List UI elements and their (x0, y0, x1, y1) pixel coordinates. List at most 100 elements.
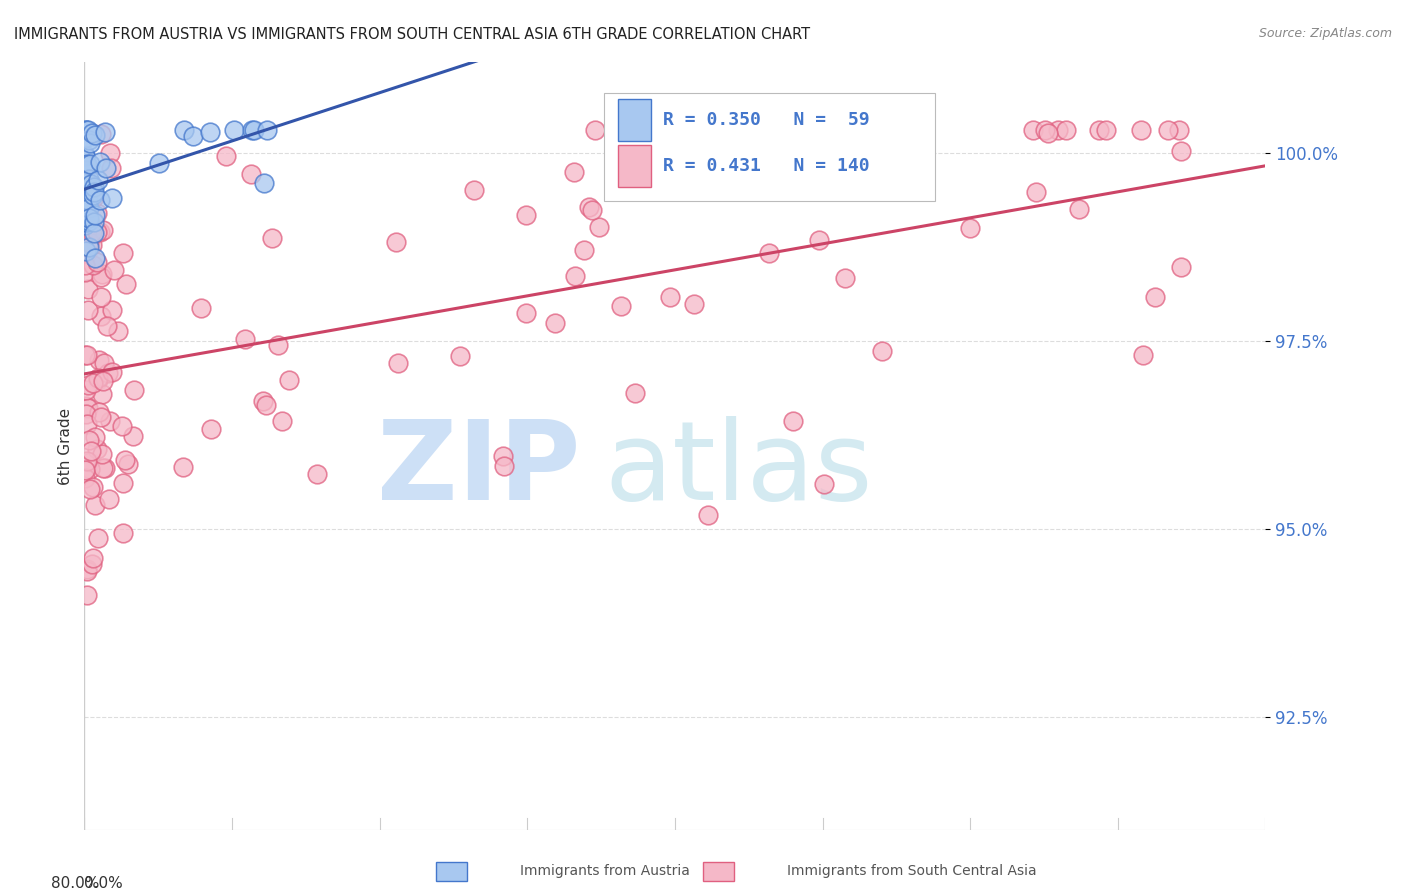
Point (83, 128, 105, 143)
Point (1022, 123, 1045, 137)
Point (115, 277, 138, 292)
Point (782, 414, 804, 428)
Point (93, 355, 115, 369)
Point (100, 302, 122, 317)
Point (87, 532, 110, 546)
Point (91, 387, 114, 401)
Point (90, 410, 112, 425)
Point (75, 203, 97, 218)
Point (76, 564, 98, 578)
Point (94, 461, 117, 475)
Point (77, 134, 100, 148)
Point (148, 156, 170, 170)
Point (609, 299, 631, 313)
Point (1095, 123, 1118, 137)
Point (98, 492, 121, 507)
Point (73, 181, 96, 195)
Point (87, 405, 110, 419)
Point (77, 214, 100, 228)
Point (83, 185, 105, 199)
Point (91, 447, 114, 461)
Point (696, 508, 718, 522)
Text: Immigrants from Austria: Immigrants from Austria (520, 863, 690, 878)
Point (83, 179, 105, 194)
Point (112, 245, 135, 260)
Point (449, 349, 471, 363)
Point (76, 202, 98, 217)
Point (82, 188, 104, 202)
Point (75, 215, 97, 229)
Point (75, 471, 97, 485)
Text: IMMIGRANTS FROM AUSTRIA VS IMMIGRANTS FROM SOUTH CENTRAL ASIA 6TH GRADE CORRELAT: IMMIGRANTS FROM AUSTRIA VS IMMIGRANTS FR… (14, 27, 810, 42)
Point (73, 265, 96, 279)
Point (77, 172, 100, 186)
Point (117, 458, 139, 472)
Point (96, 319, 118, 334)
Text: R = 0.350   N =  59: R = 0.350 N = 59 (664, 111, 870, 129)
Point (75, 149, 97, 163)
Text: R = 0.431   N = 140: R = 0.431 N = 140 (664, 157, 870, 175)
Point (1144, 290, 1167, 304)
Point (112, 525, 135, 540)
Point (224, 123, 246, 137)
Point (73, 130, 96, 145)
Point (98, 145, 121, 160)
Point (77, 194, 100, 209)
Point (243, 123, 266, 137)
Point (77, 211, 100, 226)
Point (77, 240, 100, 254)
Text: Immigrants from South Central Asia: Immigrants from South Central Asia (787, 863, 1038, 878)
Point (252, 394, 274, 409)
Point (515, 305, 537, 319)
Point (581, 202, 603, 217)
Point (1170, 260, 1192, 275)
Point (90, 269, 112, 284)
Point (659, 289, 682, 303)
Point (86, 225, 108, 239)
Point (76, 562, 98, 576)
Point (98, 414, 121, 428)
Point (76, 226, 98, 240)
Point (562, 165, 585, 179)
Point (683, 296, 706, 310)
Point (75, 123, 97, 137)
Point (87, 353, 110, 368)
Point (73, 211, 96, 226)
Point (82, 481, 104, 495)
Point (73, 348, 96, 362)
Point (86, 205, 108, 219)
Point (77, 193, 100, 207)
Point (1132, 349, 1154, 363)
Point (101, 365, 124, 379)
Point (124, 384, 146, 398)
Text: ZIP: ZIP (377, 416, 581, 523)
Point (76, 246, 98, 260)
Point (87, 371, 110, 385)
Point (111, 475, 134, 490)
Point (578, 200, 600, 214)
Point (91, 461, 114, 475)
Point (73, 258, 96, 272)
Point (73, 202, 96, 216)
Point (77, 377, 100, 392)
Point (583, 123, 606, 137)
Text: 80.0%: 80.0% (51, 876, 98, 890)
Point (190, 301, 212, 315)
Point (75, 198, 97, 212)
Point (93, 125, 115, 139)
Point (254, 397, 277, 411)
Point (87, 172, 110, 186)
Point (1157, 123, 1180, 137)
Point (82, 237, 104, 252)
Point (73, 208, 96, 222)
Point (77, 281, 100, 295)
Point (82, 258, 104, 272)
Point (172, 459, 194, 474)
Point (278, 373, 301, 387)
Point (76, 214, 98, 228)
Point (73, 178, 96, 192)
Point (384, 235, 406, 250)
Point (262, 231, 284, 245)
Text: atlas: atlas (605, 416, 873, 523)
Text: Source: ZipAtlas.com: Source: ZipAtlas.com (1258, 27, 1392, 40)
